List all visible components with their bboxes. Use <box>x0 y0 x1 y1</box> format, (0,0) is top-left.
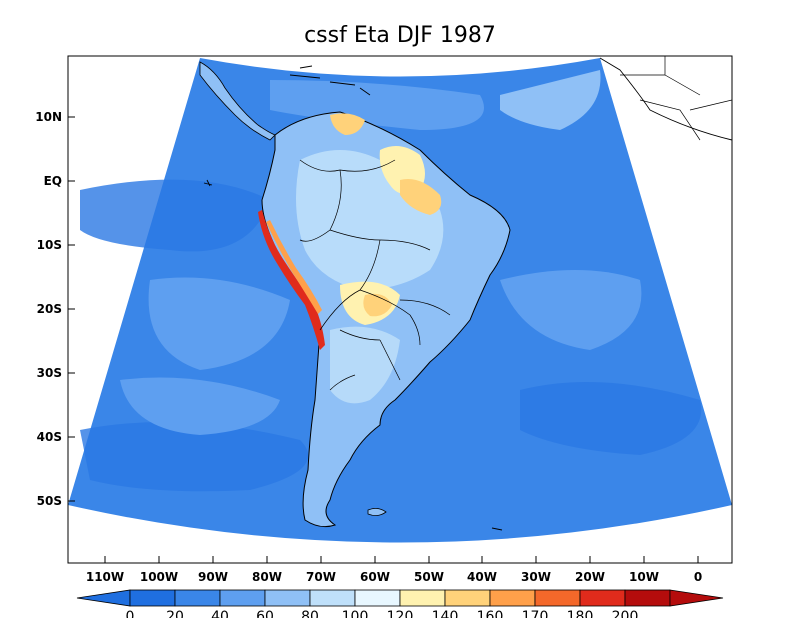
ocean-patch-light-3 <box>148 277 290 370</box>
x-tick-label: 10W <box>629 570 659 584</box>
colorbar-segment <box>624 589 671 607</box>
x-tick-label: 20W <box>575 570 605 584</box>
ocean-band-south <box>80 422 309 492</box>
colorbar-segment <box>534 589 581 607</box>
x-axis: 110W 100W 90W 80W 70W 60W 50W 40W 30W 20… <box>86 556 702 584</box>
x-tick-label: 0 <box>694 570 702 584</box>
colorbar-segment <box>399 589 446 607</box>
map-plot <box>68 56 732 563</box>
y-tick-label: 40S <box>37 430 62 444</box>
ocean-band-north <box>80 179 270 252</box>
africa-outline <box>599 57 732 141</box>
colorbar-segment <box>354 589 401 607</box>
colorbar-label: 0 <box>126 609 135 618</box>
colorbar-segment <box>309 589 356 607</box>
colorbar-label: 60 <box>256 609 274 618</box>
colorbar-label: 170 <box>522 609 549 618</box>
ocean-band-east <box>520 382 702 455</box>
colorbar: 0 20 40 60 80 100 120 140 160 170 180 20… <box>76 589 724 618</box>
colorbar-label: 200 <box>612 609 639 618</box>
andes-orange-edge <box>266 220 322 314</box>
y-tick-label: 30S <box>37 366 62 380</box>
colorbar-label: 20 <box>166 609 184 618</box>
colorbar-label: 180 <box>567 609 594 618</box>
colorbar-under-arrow <box>76 589 131 607</box>
colorbar-segment <box>174 589 221 607</box>
warm-spot-chaco <box>363 293 392 317</box>
colorbar-segment <box>264 589 311 607</box>
colorbar-label: 140 <box>432 609 459 618</box>
ocean-patch-light-4 <box>500 270 642 350</box>
y-tick-label: 10N <box>35 110 62 124</box>
ocean-patch-light-2 <box>500 70 601 130</box>
caribbean-islands <box>289 65 371 96</box>
andes-hot-streak <box>258 210 325 350</box>
colorbar-segment <box>489 589 536 607</box>
x-tick-label: 110W <box>86 570 124 584</box>
x-tick-label: 50W <box>414 570 444 584</box>
colorbar-label: 160 <box>477 609 504 618</box>
colorbar-label: 40 <box>211 609 229 618</box>
x-tick-label: 90W <box>198 570 228 584</box>
colorbar-label: 100 <box>342 609 369 618</box>
x-tick-label: 100W <box>140 570 178 584</box>
x-tick-label: 70W <box>306 570 336 584</box>
y-tick-label: EQ <box>44 174 62 188</box>
map-title: cssf Eta DJF 1987 <box>304 23 496 48</box>
x-tick-label: 30W <box>521 570 551 584</box>
colorbar-segment <box>579 589 626 607</box>
land-southern-cone <box>330 326 400 404</box>
island-galapagos <box>203 179 213 187</box>
warm-spot-amazon-delta <box>400 179 442 215</box>
x-tick-label: 40W <box>467 570 497 584</box>
colorbar-over-arrow <box>669 589 724 607</box>
island-south-georgia <box>491 527 503 531</box>
y-axis: 10N EQ 10S 20S 30S 40S 50S <box>35 110 75 508</box>
colorbar-label: 120 <box>387 609 414 618</box>
colorbar-segment <box>444 589 491 607</box>
colorbar-segment <box>219 589 266 607</box>
colorbar-label: 80 <box>301 609 319 618</box>
warm-spot-venezuela <box>330 113 365 135</box>
x-tick-label: 60W <box>360 570 390 584</box>
y-tick-label: 20S <box>37 302 62 316</box>
y-tick-label: 10S <box>37 238 62 252</box>
africa-borders <box>620 56 732 141</box>
y-tick-label: 50S <box>37 494 62 508</box>
x-tick-label: 80W <box>252 570 282 584</box>
falkland-islands <box>367 508 387 516</box>
colorbar-segment <box>129 589 176 607</box>
country-borders <box>299 159 451 391</box>
ocean-patch-light-5 <box>120 377 280 435</box>
central-america <box>199 61 276 141</box>
